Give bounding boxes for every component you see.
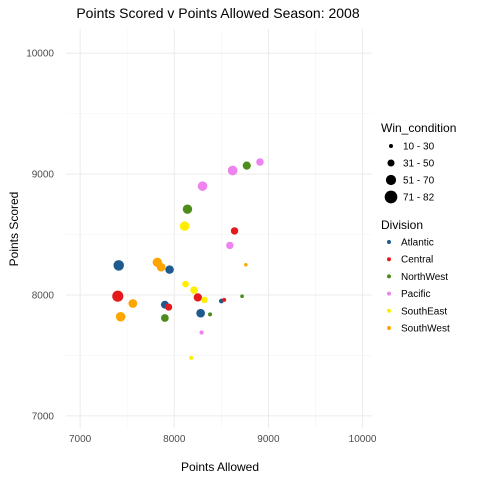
data-point-pacific: [226, 241, 234, 250]
data-point-northwest: [208, 312, 213, 317]
y-tick-labels: 7000 8000 9000 10000: [26, 49, 54, 423]
y-tick-label: 8000: [32, 291, 55, 302]
color-legend-key: [387, 326, 391, 330]
color-legend-label: SouthWest: [401, 324, 450, 335]
color-legend-key: [387, 274, 391, 279]
data-point-southeast: [201, 296, 208, 304]
data-point-central: [222, 297, 227, 302]
color-legend-label: NorthWest: [401, 272, 448, 283]
x-axis-title: Points Allowed: [181, 460, 259, 474]
data-point-northwest: [242, 161, 251, 170]
color-legend-key: [387, 240, 391, 244]
chart-title: Points Scored v Points Allowed Season: 2…: [76, 5, 360, 21]
color-legend-key: [387, 308, 391, 313]
size-legend-key: [387, 159, 395, 167]
y-tick-label: 9000: [32, 170, 55, 181]
data-point-atlantic: [113, 260, 124, 271]
y-tick-label: 7000: [32, 411, 55, 422]
size-legend-key: [384, 190, 398, 204]
color-legend-label: Pacific: [401, 289, 430, 300]
data-point-southwest: [156, 262, 166, 272]
data-point-central: [165, 303, 173, 311]
data-point-southwest: [115, 311, 126, 322]
data-point-southeast: [182, 280, 189, 288]
color-legend-title: Division: [381, 218, 423, 232]
size-legend-label: 10 - 30: [403, 142, 435, 153]
data-point-pacific: [197, 181, 208, 191]
data-point-central: [112, 290, 124, 302]
color-legend-label: Central: [401, 255, 433, 266]
color-legend-label: SouthEast: [401, 306, 447, 317]
data-point-pacific: [227, 165, 238, 176]
color-legend-key: [387, 291, 391, 296]
data-point-southwest: [244, 263, 248, 267]
data-point-southeast: [190, 286, 198, 294]
data-point-pacific: [199, 330, 204, 335]
size-legend-key: [385, 174, 397, 186]
size-legend-title: Win_condition: [381, 121, 456, 135]
size-legend-label: 51 - 70: [403, 176, 435, 187]
data-point-southwest: [128, 299, 138, 308]
x-tick-label: 8000: [163, 434, 186, 445]
data-point-southeast: [179, 221, 190, 231]
color-legend-key: [387, 257, 391, 262]
data-points: [112, 158, 264, 360]
color-legend-label: Atlantic: [401, 238, 434, 249]
size-legend-label: 31 - 50: [403, 159, 435, 170]
x-tick-label: 7000: [69, 434, 92, 445]
data-point-northwest: [182, 204, 193, 214]
data-point-northwest: [161, 314, 169, 322]
color-legend: Division Atlantic Central NorthWest Pacific…: [381, 218, 450, 335]
data-point-southeast: [189, 355, 194, 360]
data-point-pacific: [256, 158, 264, 166]
data-point-central: [193, 293, 202, 302]
size-legend-key: [389, 144, 393, 148]
grid: [66, 29, 372, 428]
x-tick-labels: 7000 8000 9000 10000: [69, 434, 377, 445]
x-tick-label: 10000: [349, 434, 377, 445]
size-legend: Win_condition 10 - 30 31 - 50 51 - 70 71 - …: [381, 121, 456, 204]
y-tick-label: 10000: [26, 49, 54, 60]
data-point-northwest: [240, 294, 244, 299]
data-point-atlantic: [165, 265, 174, 274]
size-legend-label: 71 - 82: [403, 193, 435, 204]
data-point-central: [230, 227, 239, 235]
x-tick-label: 9000: [257, 434, 280, 445]
data-point-atlantic: [196, 308, 205, 318]
y-axis-title: Points Scored: [7, 192, 21, 267]
